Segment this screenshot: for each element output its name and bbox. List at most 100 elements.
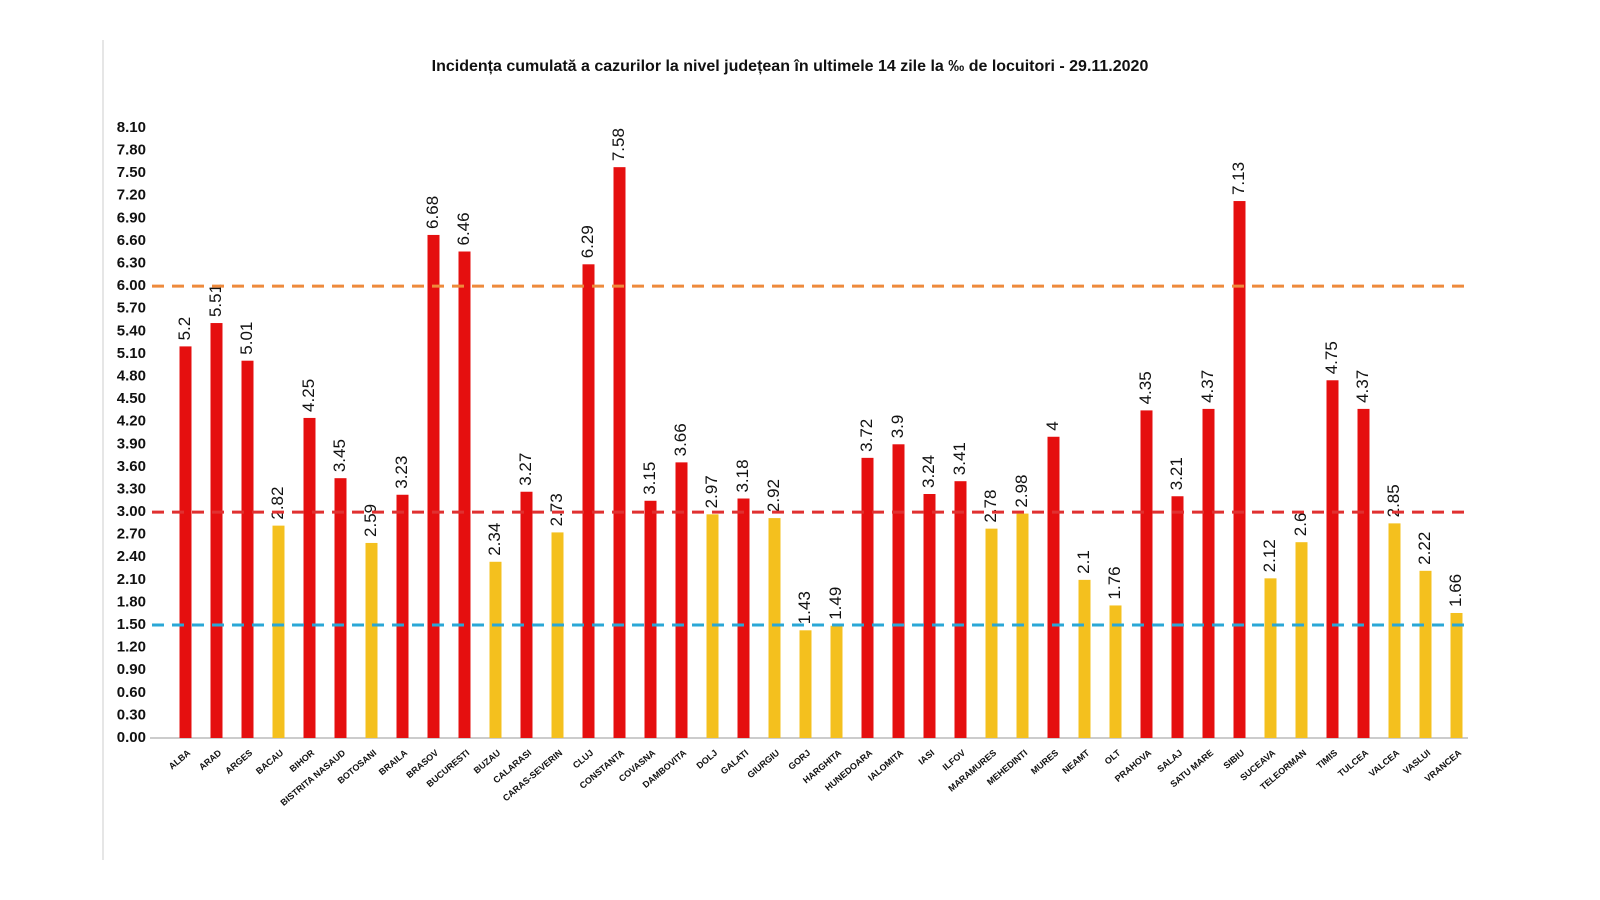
x-tick-label: IASI <box>916 748 936 767</box>
y-tick-label: 0.60 <box>117 684 146 701</box>
data-label: 4.25 <box>299 379 318 412</box>
bar <box>737 498 750 738</box>
y-tick-label: 7.50 <box>117 164 146 181</box>
data-label: 2.12 <box>1260 539 1279 572</box>
chart-title: Incidența cumulată a cazurilor la nivel … <box>432 58 1149 75</box>
bar <box>582 264 595 738</box>
bar <box>1388 523 1401 738</box>
y-tick-label: 1.20 <box>117 639 146 656</box>
bar <box>303 417 316 738</box>
x-tick-label: ALBA <box>167 747 193 771</box>
y-tick-label: 2.10 <box>117 571 146 588</box>
y-tick-label: 6.30 <box>117 255 146 272</box>
y-tick-label: 0.00 <box>117 729 146 746</box>
bar <box>923 494 936 738</box>
y-tick-label: 3.30 <box>117 480 146 497</box>
bar <box>210 323 223 738</box>
data-label: 3.21 <box>1167 457 1186 490</box>
data-label: 4.35 <box>1136 371 1155 404</box>
x-tick-label: ARAD <box>197 747 224 772</box>
bar <box>1202 408 1215 738</box>
bar <box>334 478 347 738</box>
data-label: 4.37 <box>1198 370 1217 403</box>
y-tick-label: 6.90 <box>117 209 146 226</box>
data-label: 3.41 <box>950 442 969 475</box>
y-tick-label: 1.50 <box>117 616 146 633</box>
y-tick-label: 3.90 <box>117 435 146 452</box>
bar <box>241 360 254 738</box>
data-label: 3.9 <box>888 415 907 439</box>
y-tick-label: 8.10 <box>117 119 146 136</box>
bar <box>861 457 874 738</box>
x-tick-label: NEAMT <box>1060 747 1091 776</box>
bar <box>179 346 192 738</box>
y-tick-label: 0.30 <box>117 706 146 723</box>
bar <box>1109 605 1122 738</box>
y-tick-label: 6.00 <box>117 277 146 294</box>
bar <box>365 542 378 738</box>
bar <box>458 251 471 739</box>
y-tick-label: 1.80 <box>117 593 146 610</box>
data-label: 3.72 <box>857 419 876 452</box>
x-tick-label: TULCEA <box>1336 747 1371 778</box>
bar <box>396 494 409 738</box>
data-label: 3.18 <box>733 459 752 492</box>
x-tick-label: BACAU <box>254 748 285 777</box>
y-tick-label: 2.40 <box>117 548 146 565</box>
bar <box>1450 612 1463 738</box>
data-label: 4.37 <box>1353 370 1372 403</box>
y-tick-label: 2.70 <box>117 526 146 543</box>
y-tick-label: 7.20 <box>117 187 146 204</box>
y-tick-label: 0.90 <box>117 661 146 678</box>
x-tick-label: OLT <box>1103 747 1123 766</box>
data-label: 1.66 <box>1446 574 1465 607</box>
data-label: 5.01 <box>237 322 256 355</box>
x-tick-label: SIBIU <box>1221 748 1246 771</box>
x-tick-label: GIURGIU <box>745 748 781 780</box>
bar <box>1233 201 1246 738</box>
bar <box>520 491 533 738</box>
bar <box>985 528 998 738</box>
data-label: 2.73 <box>547 493 566 526</box>
bar <box>489 561 502 738</box>
bar <box>272 525 285 738</box>
bar <box>551 532 564 738</box>
data-label: 6.29 <box>578 225 597 258</box>
x-tick-label: GORJ <box>786 748 812 772</box>
data-label: 7.13 <box>1229 162 1248 195</box>
x-tick-label: CARAS-SEVERIN <box>501 748 565 804</box>
x-tick-label: ILFOV <box>941 748 968 773</box>
x-tick-label: DOLJ <box>694 748 719 771</box>
data-label: 4.75 <box>1322 341 1341 374</box>
bar <box>613 167 626 738</box>
data-label: 3.27 <box>516 453 535 486</box>
bar <box>799 630 812 738</box>
data-label: 2.22 <box>1415 532 1434 565</box>
x-tick-label: SALAJ <box>1155 748 1184 775</box>
bar <box>1171 496 1184 738</box>
data-label: 2.98 <box>1012 474 1031 507</box>
bar <box>1295 542 1308 738</box>
data-label: 3.45 <box>330 439 349 472</box>
bar <box>1419 570 1432 738</box>
x-tick-label: MURES <box>1029 748 1060 777</box>
x-tick-label: TIMIS <box>1314 748 1339 771</box>
y-tick-label: 4.80 <box>117 367 146 384</box>
data-label: 1.43 <box>795 591 814 624</box>
y-tick-label: 4.50 <box>117 390 146 407</box>
y-tick-label: 3.60 <box>117 458 146 475</box>
data-label: 3.24 <box>919 455 938 488</box>
x-tick-label: BIHOR <box>288 747 317 774</box>
data-label: 6.68 <box>423 196 442 229</box>
x-tick-label: VALCEA <box>1367 747 1402 778</box>
y-tick-label: 5.10 <box>117 345 146 362</box>
y-tick-label: 3.00 <box>117 503 146 520</box>
data-label: 2.85 <box>1384 484 1403 517</box>
data-label: 3.15 <box>640 462 659 495</box>
data-label: 5.2 <box>175 317 194 341</box>
bar <box>644 500 657 738</box>
bar <box>768 518 781 738</box>
data-label: 3.66 <box>671 423 690 456</box>
data-label: 5.51 <box>206 284 225 317</box>
